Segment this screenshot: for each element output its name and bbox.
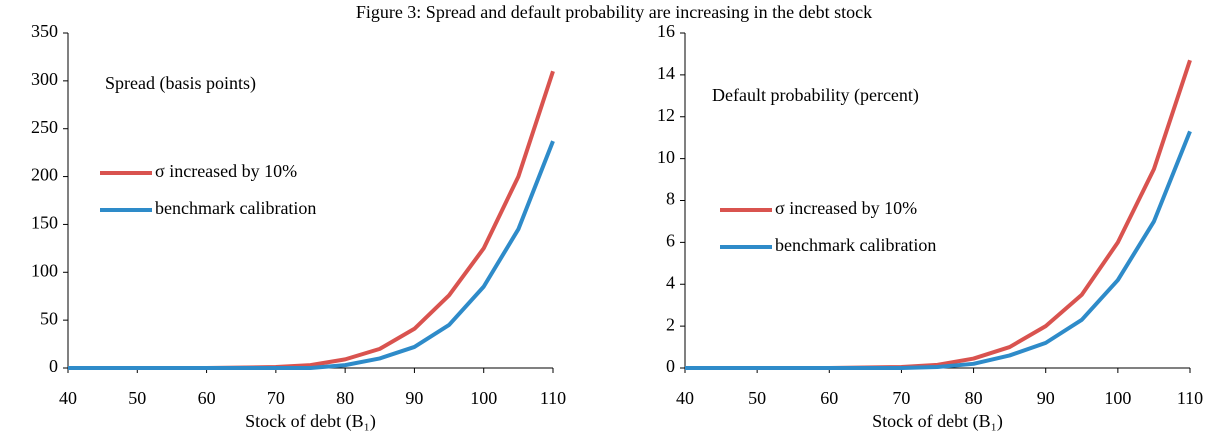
x-axis-label: Stock of debt (B₁) xyxy=(872,411,1003,432)
y-tick-label: 200 xyxy=(31,165,58,185)
y-tick-label: 300 xyxy=(31,69,58,89)
x-tick-label: 100 xyxy=(1104,388,1131,408)
y-tick-label: 250 xyxy=(31,117,58,137)
y-tick-label: 350 xyxy=(31,21,58,41)
y-tick-label: 16 xyxy=(657,21,675,41)
x-tick-label: 100 xyxy=(470,388,497,408)
y-tick-label: 4 xyxy=(666,272,675,292)
x-tick-label: 80 xyxy=(965,388,983,408)
x-tick-label: 90 xyxy=(405,388,423,408)
x-tick-label: 70 xyxy=(892,388,910,408)
x-tick-label: 60 xyxy=(198,388,216,408)
x-tick-label: 50 xyxy=(128,388,146,408)
y-tick-label: 0 xyxy=(666,356,675,376)
y-tick-label: 8 xyxy=(666,189,675,209)
y-tick-label: 12 xyxy=(657,105,675,125)
series-line xyxy=(68,140,555,370)
legend-label: σ increased by 10% xyxy=(775,198,917,218)
x-tick-label: 60 xyxy=(820,388,838,408)
y-tick-label: 50 xyxy=(40,308,58,328)
y-tick-label: 2 xyxy=(666,314,675,334)
x-tick-label: 110 xyxy=(540,388,566,408)
legend-label: σ increased by 10% xyxy=(155,161,297,181)
series-line xyxy=(68,70,555,370)
y-tick-label: 14 xyxy=(657,63,675,83)
legend-label: benchmark calibration xyxy=(155,198,316,218)
y-tick-label: 0 xyxy=(49,356,58,376)
y-tick-label: 6 xyxy=(666,231,675,251)
legend-label: benchmark calibration xyxy=(775,235,936,255)
x-tick-label: 50 xyxy=(748,388,766,408)
x-tick-label: 40 xyxy=(59,388,77,408)
x-tick-label: 90 xyxy=(1037,388,1055,408)
x-tick-label: 70 xyxy=(267,388,285,408)
annotation: Default probability (percent) xyxy=(712,85,919,106)
y-tick-label: 150 xyxy=(31,213,58,233)
y-tick-label: 100 xyxy=(31,260,58,280)
series-line xyxy=(685,59,1192,370)
annotation: Spread (basis points) xyxy=(105,73,256,94)
x-axis-label: Stock of debt (B₁) xyxy=(245,411,376,432)
series-line xyxy=(685,130,1192,370)
x-tick-label: 80 xyxy=(336,388,354,408)
figure-title: Figure 3: Spread and default probability… xyxy=(356,2,872,22)
y-tick-label: 10 xyxy=(657,147,675,167)
x-tick-label: 110 xyxy=(1177,388,1203,408)
x-tick-label: 40 xyxy=(676,388,694,408)
